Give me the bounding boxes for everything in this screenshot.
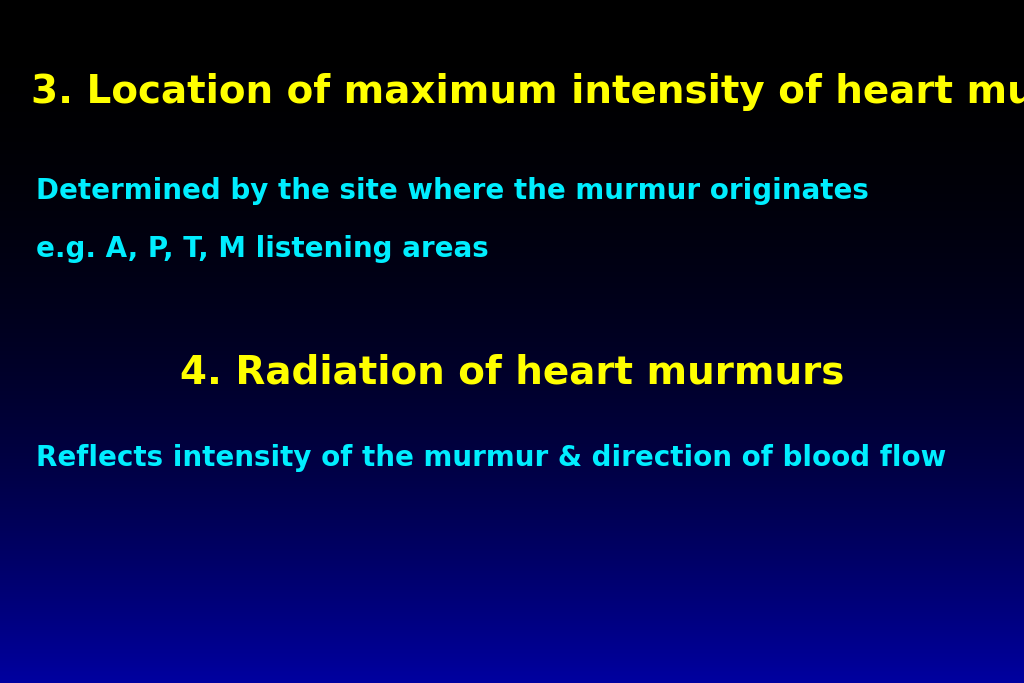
- Text: e.g. A, P, T, M listening areas: e.g. A, P, T, M listening areas: [36, 236, 488, 263]
- Text: Determined by the site where the murmur originates: Determined by the site where the murmur …: [36, 178, 868, 205]
- Text: Reflects intensity of the murmur & direction of blood flow: Reflects intensity of the murmur & direc…: [36, 444, 946, 471]
- Text: 3. Location of maximum intensity of heart murmurs: 3. Location of maximum intensity of hear…: [31, 73, 1024, 111]
- Text: 4. Radiation of heart murmurs: 4. Radiation of heart murmurs: [180, 353, 844, 391]
